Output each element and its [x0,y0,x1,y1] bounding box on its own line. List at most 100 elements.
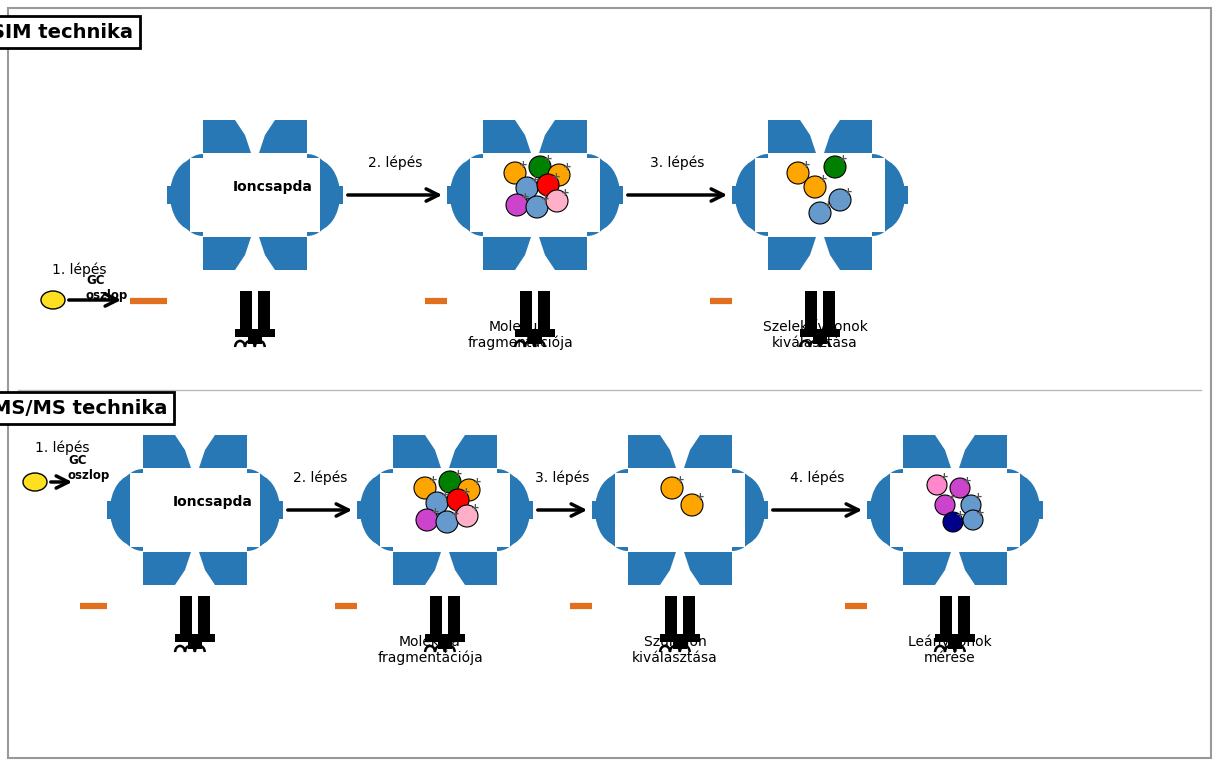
Ellipse shape [874,469,933,551]
Circle shape [546,190,568,212]
Bar [447,596,460,633]
Circle shape [950,478,970,498]
Bar [903,435,928,468]
Polygon shape [768,120,872,153]
Polygon shape [143,435,247,468]
Ellipse shape [870,474,920,546]
Ellipse shape [902,477,952,542]
Circle shape [529,156,551,178]
Ellipse shape [393,477,442,542]
Bar [193,468,247,552]
Text: 3. lépés: 3. lépés [650,155,705,170]
Bar [628,468,683,552]
Bar [595,502,605,518]
Bar [447,186,462,204]
Text: 2. lépés: 2. lépés [368,155,422,170]
Bar [249,336,262,344]
Bar [282,237,307,270]
Text: +: + [531,175,540,185]
Polygon shape [393,435,497,468]
Bar [677,468,731,552]
Polygon shape [204,237,307,270]
Circle shape [538,174,560,196]
Bar [958,596,970,633]
Bar [768,237,794,270]
Text: 1. lépés: 1. lépés [35,440,89,455]
Bar [538,291,550,329]
Bar [666,596,678,633]
Bar [107,501,122,519]
Ellipse shape [683,477,733,542]
Ellipse shape [823,162,873,228]
Bar [330,187,340,203]
Bar [755,158,785,232]
Text: Leány ionok
mérése: Leány ionok mérése [908,635,992,666]
Ellipse shape [290,159,340,231]
Circle shape [436,511,458,533]
Circle shape [527,196,549,218]
Bar [514,329,556,337]
Bar [707,552,731,585]
Ellipse shape [360,474,410,546]
Bar [483,153,538,237]
Circle shape [805,176,826,198]
Text: +: + [552,172,561,182]
Bar [240,291,252,329]
Bar [673,640,686,649]
Circle shape [456,505,478,527]
Bar [450,187,460,203]
Ellipse shape [595,474,645,546]
Bar [948,640,962,649]
Bar [268,501,283,519]
Bar [528,336,541,344]
Bar [204,120,228,153]
Bar [204,237,228,270]
Text: +: + [839,154,847,164]
Text: +: + [974,493,983,502]
Bar [855,158,885,232]
Text: +: + [430,507,440,517]
Text: +: + [473,476,482,486]
Polygon shape [628,552,731,585]
Ellipse shape [958,477,1008,542]
Text: +: + [429,475,438,485]
Circle shape [961,495,981,515]
Ellipse shape [364,469,422,551]
Text: +: + [976,508,985,518]
Bar [683,596,695,633]
Ellipse shape [844,154,901,236]
Ellipse shape [558,154,616,236]
Bar [430,596,442,633]
Bar [990,473,1020,547]
Text: +: + [948,493,957,502]
Ellipse shape [627,477,677,542]
Ellipse shape [570,159,620,231]
Bar [895,187,904,203]
Bar [188,640,202,649]
Bar [903,468,958,552]
Bar [1030,502,1040,518]
Bar [731,186,747,204]
Bar [438,640,452,649]
Bar [472,435,497,468]
Bar [628,552,653,585]
Text: GC
oszlop: GC oszlop [87,274,128,302]
Circle shape [549,164,570,186]
Circle shape [425,492,449,514]
Bar [610,187,620,203]
Bar [190,158,219,232]
Text: SIM technika: SIM technika [0,22,133,41]
Circle shape [447,489,469,511]
Bar [847,120,872,153]
Text: +: + [844,187,852,197]
Text: +: + [521,192,529,201]
Ellipse shape [855,159,904,231]
Text: Ioncsapda: Ioncsapda [173,495,252,509]
Circle shape [926,475,947,495]
Text: +: + [819,174,828,184]
Text: MS/MS technika: MS/MS technika [0,398,168,417]
Ellipse shape [978,469,1036,551]
Bar [940,596,952,633]
Bar [983,435,1007,468]
Ellipse shape [716,474,766,546]
